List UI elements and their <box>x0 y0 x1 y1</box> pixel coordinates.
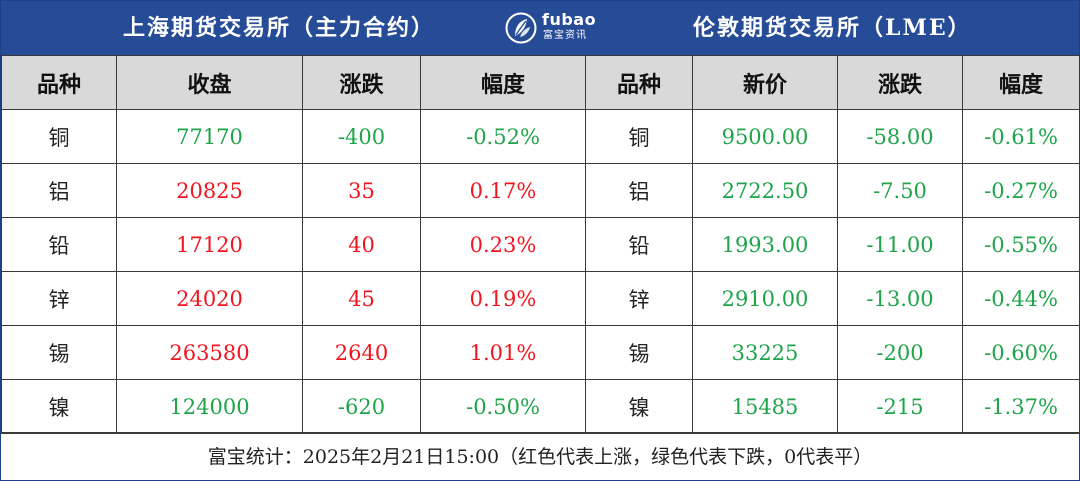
lme-variety-cell: 锡 <box>585 325 693 380</box>
lme-price-cell: 2722.50 <box>692 163 838 218</box>
lme-variety-cell: 铜 <box>585 109 693 164</box>
logo-sub-text: 富宝资讯 <box>543 30 587 41</box>
shfe-close-cell: 17120 <box>116 217 303 272</box>
shfe-variety-cell: 锌 <box>1 271 117 326</box>
shfe-close-cell: 124000 <box>116 379 303 434</box>
lme-header-variety: 品种 <box>585 55 693 110</box>
shfe-percent-cell: 1.01% <box>420 325 586 380</box>
shfe-close-cell: 77170 <box>116 109 303 164</box>
statistics-footnote: 富宝统计：2025年2月21日15:00（红色代表上涨，绿色代表下跌，0代表平） <box>1 432 1079 481</box>
lme-change-cell: -58.00 <box>837 109 963 164</box>
table-row: 锌 24020 45 0.19% 锌 2910.00 -13.00 -0.44% <box>1 271 1080 326</box>
table-row: 铅 17120 40 0.23% 铅 1993.00 -11.00 -0.55% <box>1 217 1080 272</box>
lme-change-cell: -7.50 <box>837 163 963 218</box>
shfe-change-cell: 45 <box>302 271 421 326</box>
shfe-percent-cell: -0.52% <box>420 109 586 164</box>
shfe-percent-cell: 0.23% <box>420 217 586 272</box>
lme-percent-cell: -0.55% <box>962 217 1080 272</box>
lme-percent-cell: -0.27% <box>962 163 1080 218</box>
lme-price-cell: 1993.00 <box>692 217 838 272</box>
lme-price-cell: 33225 <box>692 325 838 380</box>
leaf-logo-icon <box>505 12 537 44</box>
table-row: 铝 20825 35 0.17% 铝 2722.50 -7.50 -0.27% <box>1 163 1080 218</box>
lme-percent-cell: -1.37% <box>962 379 1080 434</box>
lme-change-cell: -215 <box>837 379 963 434</box>
lme-header-change: 涨跌 <box>837 55 963 110</box>
shfe-variety-cell: 锡 <box>1 325 117 380</box>
table-row: 锡 263580 2640 1.01% 锡 33225 -200 -0.60% <box>1 325 1080 380</box>
lme-price-cell: 15485 <box>692 379 838 434</box>
lme-percent-cell: -0.61% <box>962 109 1080 164</box>
table-row: 铜 77170 -400 -0.52% 铜 9500.00 -58.00 -0.61% <box>1 109 1080 164</box>
lme-change-cell: -13.00 <box>837 271 963 326</box>
shfe-change-cell: -620 <box>302 379 421 434</box>
metals-price-table: 品种 收盘 涨跌 幅度 品种 新价 涨跌 幅度 铜 77170 -400 -0.52%… <box>1 55 1080 434</box>
fubao-logo: fubao 富宝资讯 <box>505 10 615 46</box>
shfe-close-cell: 20825 <box>116 163 303 218</box>
shfe-percent-cell: 0.19% <box>420 271 586 326</box>
shfe-variety-cell: 镍 <box>1 379 117 434</box>
shfe-header-change: 涨跌 <box>302 55 421 110</box>
logo-brand-text: fubao <box>542 10 597 29</box>
lme-variety-cell: 铅 <box>585 217 693 272</box>
shfe-percent-cell: -0.50% <box>420 379 586 434</box>
lme-title: 伦敦期货交易所（LME） <box>693 15 972 41</box>
lme-header-price: 新价 <box>692 55 838 110</box>
lme-change-cell: -200 <box>837 325 963 380</box>
lme-price-cell: 2910.00 <box>692 271 838 326</box>
shfe-header-percent: 幅度 <box>420 55 586 110</box>
title-banner: 上海期货交易所（主力合约） fubao 富宝资讯 伦敦期货交易所（LME） <box>1 1 1079 55</box>
table-row: 镍 124000 -620 -0.50% 镍 15485 -215 -1.37% <box>1 379 1080 434</box>
shfe-change-cell: 2640 <box>302 325 421 380</box>
shfe-percent-cell: 0.17% <box>420 163 586 218</box>
column-header-row: 品种 收盘 涨跌 幅度 品种 新价 涨跌 幅度 <box>1 55 1080 110</box>
shfe-header-variety: 品种 <box>1 55 117 110</box>
shfe-title: 上海期货交易所（主力合约） <box>123 15 436 41</box>
lme-header-percent: 幅度 <box>962 55 1080 110</box>
shfe-variety-cell: 铝 <box>1 163 117 218</box>
shfe-close-cell: 24020 <box>116 271 303 326</box>
lme-price-cell: 9500.00 <box>692 109 838 164</box>
shfe-close-cell: 263580 <box>116 325 303 380</box>
lme-variety-cell: 锌 <box>585 271 693 326</box>
shfe-variety-cell: 铜 <box>1 109 117 164</box>
lme-percent-cell: -0.44% <box>962 271 1080 326</box>
lme-variety-cell: 铝 <box>585 163 693 218</box>
shfe-header-close: 收盘 <box>116 55 303 110</box>
shfe-change-cell: -400 <box>302 109 421 164</box>
shfe-change-cell: 35 <box>302 163 421 218</box>
shfe-change-cell: 40 <box>302 217 421 272</box>
lme-change-cell: -11.00 <box>837 217 963 272</box>
shfe-variety-cell: 铅 <box>1 217 117 272</box>
lme-variety-cell: 镍 <box>585 379 693 434</box>
lme-percent-cell: -0.60% <box>962 325 1080 380</box>
